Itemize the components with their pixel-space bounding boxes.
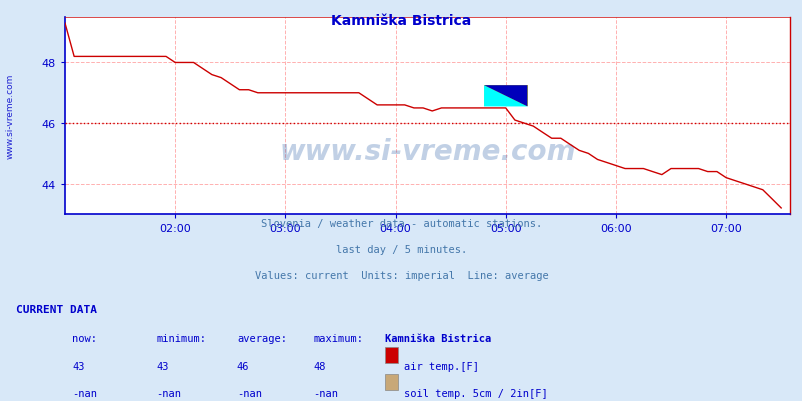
Text: -nan: -nan: [237, 388, 261, 398]
Bar: [484, 86, 527, 107]
Text: air temp.[F]: air temp.[F]: [403, 361, 478, 371]
Text: last day / 5 minutes.: last day / 5 minutes.: [335, 245, 467, 255]
Text: Slovenia / weather data - automatic stations.: Slovenia / weather data - automatic stat…: [261, 219, 541, 229]
Text: www.si-vreme.com: www.si-vreme.com: [6, 74, 14, 159]
Text: maximum:: maximum:: [313, 334, 363, 344]
Text: Kamniška Bistrica: Kamniška Bistrica: [331, 14, 471, 28]
Text: average:: average:: [237, 334, 286, 344]
Text: 43: 43: [156, 361, 169, 371]
Text: now:: now:: [72, 334, 97, 344]
Text: 46: 46: [237, 361, 249, 371]
Text: 48: 48: [313, 361, 326, 371]
Text: 43: 43: [72, 361, 85, 371]
Text: soil temp. 5cm / 2in[F]: soil temp. 5cm / 2in[F]: [403, 388, 547, 398]
Text: -nan: -nan: [156, 388, 181, 398]
Text: minimum:: minimum:: [156, 334, 206, 344]
Text: -nan: -nan: [313, 388, 338, 398]
Polygon shape: [484, 86, 527, 107]
Text: www.si-vreme.com: www.si-vreme.com: [279, 138, 575, 166]
Polygon shape: [484, 86, 527, 107]
Text: Kamniška Bistrica: Kamniška Bistrica: [385, 334, 491, 344]
Text: -nan: -nan: [72, 388, 97, 398]
Text: CURRENT DATA: CURRENT DATA: [16, 305, 97, 315]
Text: Values: current  Units: imperial  Line: average: Values: current Units: imperial Line: av…: [254, 271, 548, 281]
